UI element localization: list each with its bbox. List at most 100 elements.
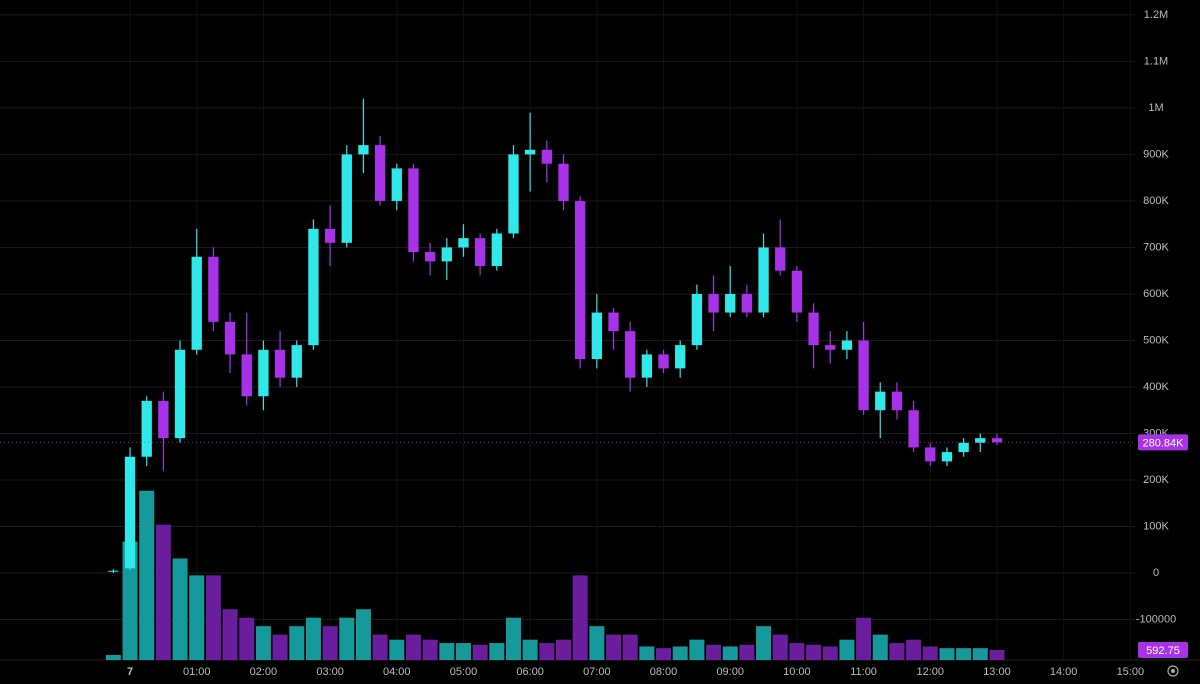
- y-tick-label: 600K: [1143, 288, 1169, 300]
- volume-bar: [772, 634, 788, 660]
- candle-body: [658, 354, 669, 369]
- x-tick-label: 06:00: [516, 666, 544, 678]
- volume-bar: [322, 626, 338, 660]
- x-tick-label: 10:00: [783, 666, 811, 678]
- candle-body: [474, 238, 486, 267]
- volume-bar: [255, 626, 271, 660]
- candle-body: [124, 456, 136, 569]
- volume-bar: [789, 643, 805, 660]
- candle-body: [508, 154, 519, 234]
- candle-body: [408, 168, 419, 253]
- volume-bar: [856, 617, 872, 660]
- candle-body: [891, 391, 903, 411]
- candle-body: [641, 354, 653, 378]
- candle-body: [274, 349, 286, 378]
- y-tick-label: 200K: [1143, 474, 1169, 486]
- candle-body: [541, 149, 552, 164]
- plot: [105, 98, 1005, 660]
- candle-body: [708, 293, 719, 313]
- candle-body: [191, 256, 202, 350]
- volume-bar: [505, 617, 521, 660]
- candle-body: [875, 391, 886, 411]
- volume-bar: [739, 644, 755, 660]
- grid: [0, 0, 1135, 660]
- candle-body: [725, 293, 736, 313]
- candle-body: [391, 168, 402, 201]
- candle-body: [358, 145, 369, 155]
- volume-bar: [189, 575, 205, 660]
- candle-body: [625, 331, 636, 378]
- volume-bar: [672, 646, 688, 660]
- candle-body: [675, 345, 686, 369]
- volume-bar: [872, 634, 888, 660]
- x-tick-label: 12:00: [917, 666, 945, 678]
- candle-body: [308, 228, 319, 346]
- candle-body: [808, 312, 819, 346]
- volume-bar: [756, 626, 772, 660]
- volume-bar: [906, 639, 922, 660]
- candle-body: [958, 442, 969, 453]
- volume-bar: [455, 643, 471, 660]
- last-price-label: 280.84K: [1143, 437, 1185, 449]
- volume-bar: [939, 648, 955, 660]
- y-tick-label: 1M: [1148, 102, 1163, 114]
- volume-bar: [372, 634, 388, 660]
- volume-bar: [239, 617, 255, 660]
- x-tick-label: 08:00: [650, 666, 678, 678]
- volume-bar: [722, 646, 738, 660]
- volume-bar: [555, 639, 572, 660]
- volume-bar: [922, 646, 938, 660]
- volume-bar: [155, 524, 171, 660]
- candle-body: [291, 345, 302, 378]
- candle-body: [608, 312, 619, 332]
- volume-bar: [405, 634, 421, 660]
- volume-bar: [389, 639, 405, 660]
- y-tick-label: 900K: [1143, 148, 1169, 160]
- y-tick-label: 1.1M: [1144, 55, 1168, 67]
- x-tick-label: 03:00: [316, 666, 344, 678]
- volume-bar: [489, 643, 505, 660]
- volume-bar: [172, 558, 188, 660]
- volume-bar: [539, 643, 555, 660]
- volume-bar: [656, 648, 672, 660]
- volume-bar: [572, 575, 588, 660]
- volume-bar: [956, 648, 972, 660]
- candle-body: [941, 452, 953, 462]
- candle-body: [524, 149, 536, 155]
- x-tick-label: 09:00: [716, 666, 744, 678]
- candle-body: [491, 233, 502, 267]
- volume-bar: [355, 609, 371, 660]
- y-tick-label: 400K: [1143, 381, 1169, 393]
- candle-body: [758, 247, 769, 313]
- volume-bar: [822, 646, 838, 660]
- candle-body: [458, 238, 469, 248]
- y-tick-label: 100K: [1143, 520, 1169, 532]
- candle-body: [858, 340, 869, 411]
- candle-body: [324, 228, 336, 243]
- candle-body: [424, 252, 436, 262]
- settings-icon[interactable]: [1167, 665, 1179, 677]
- volume-bar: [639, 646, 655, 660]
- volume-bar: [472, 644, 488, 660]
- x-tick-label: 7: [127, 666, 133, 678]
- candle-body: [591, 312, 603, 360]
- x-tick-label: 05:00: [450, 666, 478, 678]
- y-tick-label: 1.2M: [1144, 9, 1168, 21]
- candle-body: [341, 154, 352, 243]
- volume-bar: [622, 634, 638, 660]
- volume-bar: [139, 490, 155, 660]
- y-tick-label: 700K: [1143, 241, 1169, 253]
- volume-bar: [205, 575, 221, 660]
- volume-bar: [339, 617, 355, 660]
- x-tick-label: 01:00: [183, 666, 211, 678]
- x-tick-label: 15:00: [1117, 666, 1145, 678]
- x-tick-label: 14:00: [1050, 666, 1078, 678]
- candle-body: [241, 354, 252, 397]
- candle-body: [925, 447, 936, 462]
- volume-bar: [105, 654, 121, 660]
- candle-body: [224, 321, 236, 355]
- last-price-box: [1138, 434, 1188, 451]
- y-tick-label: 500K: [1143, 334, 1169, 346]
